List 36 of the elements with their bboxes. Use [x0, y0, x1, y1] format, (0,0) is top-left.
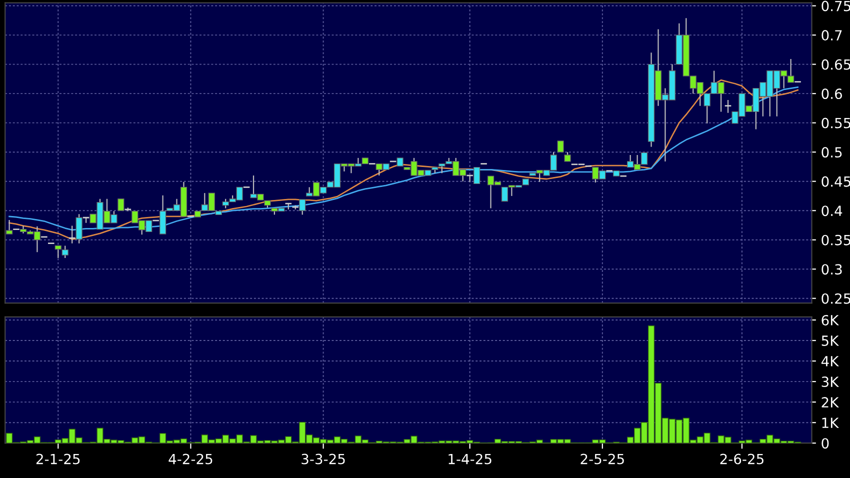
x-tick-label: 2-6-25 — [720, 454, 764, 464]
candlestick — [118, 198, 124, 211]
candlestick — [62, 245, 68, 259]
candlestick — [724, 99, 732, 114]
y-tick-label: 0.55 — [822, 118, 850, 128]
candlestick — [68, 225, 76, 244]
x-tick-label: 1-4-25 — [448, 454, 492, 464]
x-tick-label: 2-5-25 — [580, 454, 624, 464]
candlestick — [159, 194, 166, 235]
candlestick — [564, 152, 571, 162]
y-tick-label: 0.25 — [822, 293, 850, 304]
y-tick-label: 0.45 — [822, 176, 850, 187]
candlestick — [299, 198, 306, 216]
y-tick-label: 0.4 — [822, 206, 842, 216]
x-tick-label: 4-2-25 — [168, 454, 212, 464]
y-tick-label: 0 — [822, 438, 829, 449]
candlestick — [76, 214, 82, 244]
y-tick-label: 0.35 — [822, 234, 850, 246]
y-tick-label: 0.6 — [822, 88, 842, 100]
y-tick-label: 6K — [822, 314, 840, 326]
y-tick-label: 3K — [822, 376, 840, 388]
candlestick — [54, 245, 62, 259]
candlestick — [557, 140, 564, 153]
y-tick-label: 2K — [822, 397, 840, 408]
y-tick-label: 0.7 — [822, 30, 842, 41]
candlestick — [473, 166, 480, 184]
x-tick-label: 2-1-25 — [36, 454, 80, 464]
y-tick-label: 0.5 — [822, 147, 842, 158]
y-tick-label: 0.65 — [822, 59, 850, 70]
y-tick-label: 0.3 — [822, 264, 842, 275]
y-tick-label: 1K — [822, 418, 840, 428]
y-tick-label: 0.75 — [822, 0, 850, 12]
y-tick-label: 4K — [821, 356, 840, 366]
candlestick — [6, 219, 13, 235]
x-tick-label: 3-3-25 — [302, 454, 345, 464]
y-tick-label: 5K — [822, 336, 840, 346]
